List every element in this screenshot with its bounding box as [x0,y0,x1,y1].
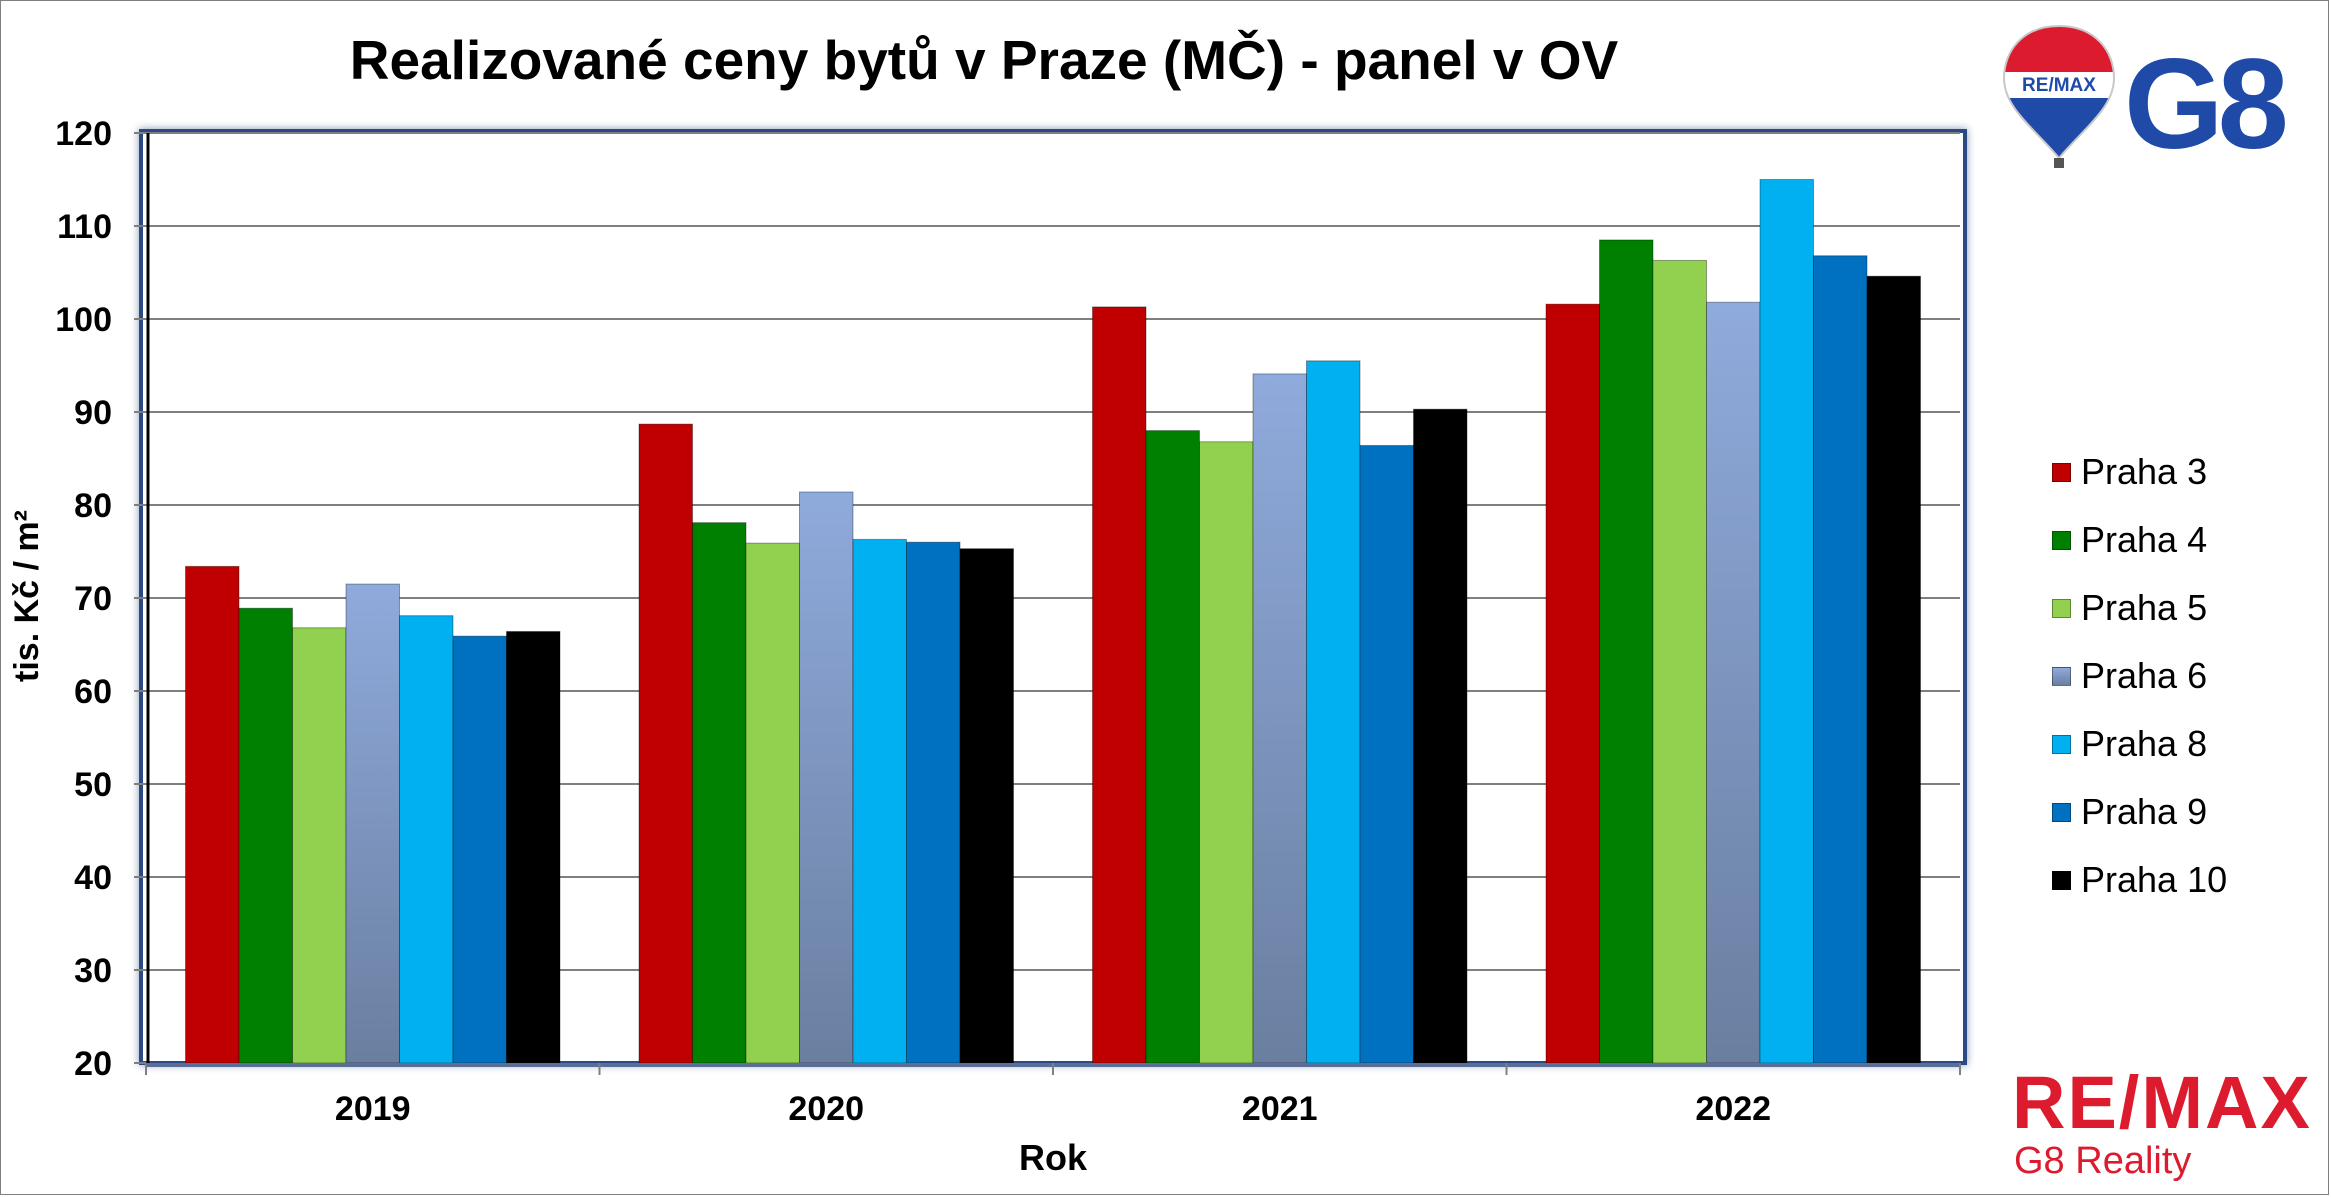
bar-praha-4-2021 [1145,430,1200,1064]
legend-label: Praha 10 [2081,859,2228,900]
bar-praha-4-2022 [1599,239,1654,1064]
balloon-icon: RE/MAX [2002,24,2116,168]
legend-item: Praha 10 [2052,846,2227,914]
y-tick-label: 110 [57,208,112,246]
legend-swatch [2052,598,2071,618]
bar-praha-9-2019 [452,635,507,1064]
legend-swatch [2052,462,2071,482]
balloon-brand-text: RE/MAX [2022,75,2096,96]
bar-praha-5-2022 [1652,259,1707,1064]
y-tick-label: 70 [74,580,112,618]
legend-item: Praha 4 [2052,506,2227,574]
legend-swatch [2052,802,2071,822]
legend-label: Praha 9 [2081,791,2208,832]
legend-item: Praha 5 [2052,574,2227,642]
bar-praha-5-2020 [745,542,800,1064]
bar-praha-3-2020 [638,423,693,1064]
y-tick-label: 50 [74,766,112,804]
bar-praha-6-2022 [1706,301,1761,1064]
g8-reality-text: G8 Reality [2014,1140,2192,1182]
bar-praha-10-2019 [506,630,561,1064]
y-axis-label: tis. Kč / m² [8,510,46,682]
bar-praha-8-2021 [1306,360,1361,1064]
x-tick-label: 2022 [1695,1090,1771,1128]
remax-g8-logo: RE/MAX G8 [2002,24,2292,169]
x-tick-label: 2020 [788,1090,864,1128]
bar-praha-9-2021 [1359,444,1414,1064]
legend-item: Praha 8 [2052,710,2227,778]
legend: Praha 3 Praha 4 Praha 5 Praha 6 Praha 8 Praha… [2052,438,2227,914]
legend-swatch [2052,666,2071,686]
g8-mark: G8 [2124,33,2286,169]
bar-praha-6-2019 [345,583,400,1064]
legend-label: Praha 5 [2081,587,2208,628]
legend-swatch [2052,734,2071,754]
legend-label: Praha 8 [2081,723,2208,764]
bar-praha-10-2021 [1413,408,1468,1064]
x-tick-label: 2019 [335,1090,411,1128]
bar-praha-4-2019 [238,607,293,1064]
bar-praha-8-2020 [852,538,907,1064]
bar-praha-10-2020 [959,548,1014,1064]
remax-wordmark: RE/MAX [2012,1061,2312,1144]
y-tick-label: 60 [74,673,112,711]
y-tick-labels: 20 30 40 50 60 70 80 90 100 110 120 [55,115,112,1083]
x-axis-label: Rok [1019,1137,1088,1178]
legend-label: Praha 4 [2081,519,2208,560]
legend-swatch [2052,870,2071,890]
bar-praha-9-2022 [1813,255,1868,1064]
bar-praha-3-2021 [1092,306,1147,1064]
y-tick-label: 90 [74,394,112,432]
legend-item: Praha 9 [2052,778,2227,846]
bar-praha-4-2020 [692,522,747,1064]
chart-title: Realizované ceny bytů v Praze (MČ) - pan… [349,29,1619,91]
bar-praha-3-2022 [1545,303,1600,1064]
y-tick-label: 80 [74,487,112,525]
y-tick-label: 40 [74,859,112,897]
y-tick-label: 30 [74,952,112,990]
axes [145,133,1961,1075]
y-tick-label: 120 [55,115,112,153]
bar-praha-5-2019 [292,627,347,1064]
y-tick-label: 20 [74,1045,112,1083]
bar-praha-8-2019 [399,615,454,1064]
legend-item: Praha 3 [2052,438,2227,506]
bar-praha-6-2021 [1252,373,1307,1064]
x-tick-labels: 2019 2020 2021 2022 [335,1090,1771,1128]
x-tick-label: 2021 [1242,1090,1318,1128]
bar-praha-5-2021 [1199,441,1254,1064]
legend-swatch [2052,530,2071,550]
y-tick-label: 100 [55,301,112,339]
bar-praha-9-2020 [906,541,961,1064]
legend-label: Praha 6 [2081,655,2208,696]
bar-praha-8-2022 [1759,179,1814,1064]
legend-label: Praha 3 [2081,451,2208,492]
bar-praha-3-2019 [185,565,240,1064]
bar-praha-6-2020 [799,491,854,1064]
remax-g8-reality-logo: RE/MAX G8 Reality [2012,1061,2312,1183]
legend-item: Praha 6 [2052,642,2227,710]
bar-praha-10-2022 [1866,275,1921,1064]
